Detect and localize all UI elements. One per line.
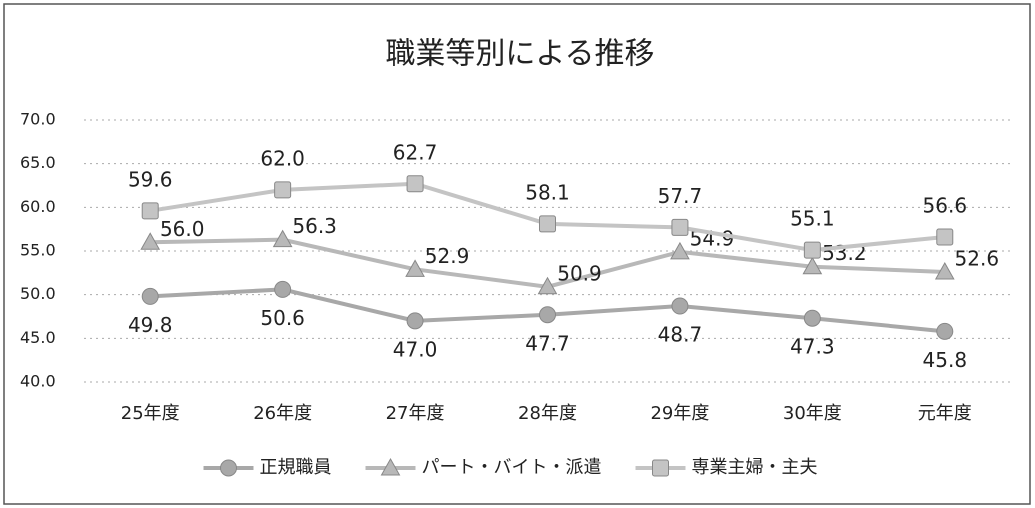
y-tick-label: 70.0	[20, 110, 56, 129]
marker	[934, 261, 955, 280]
chart-title: 職業等別による推移	[385, 37, 654, 72]
marker	[802, 256, 823, 275]
data-label: 59.6	[128, 167, 173, 191]
data-label: 47.0	[393, 337, 438, 361]
legend-marker	[652, 459, 669, 477]
data-label: 47.3	[790, 335, 835, 359]
marker	[803, 309, 821, 327]
marker	[936, 228, 954, 246]
marker	[274, 181, 292, 199]
marker	[140, 232, 161, 250]
marker	[803, 241, 821, 259]
marker	[405, 259, 425, 277]
data-label: 57.7	[658, 184, 703, 208]
y-tick-label: 60.0	[20, 197, 56, 216]
marker	[537, 276, 558, 295]
y-tick-label: 40.0	[20, 372, 56, 391]
data-label: 50.6	[260, 306, 305, 330]
y-tick-label: 50.0	[20, 284, 56, 303]
data-label: 58.1	[525, 180, 570, 204]
data-label: 50.9	[557, 261, 602, 285]
x-tick-label: 29年度	[650, 403, 709, 424]
legend-marker	[220, 459, 237, 477]
data-label: 56.6	[923, 194, 968, 218]
legend-label: パート・バイト・派遣	[422, 457, 602, 478]
x-tick-label: 25年度	[121, 403, 180, 424]
data-label: 49.8	[128, 313, 173, 337]
marker	[406, 175, 424, 193]
y-tick-label: 65.0	[20, 153, 56, 172]
y-tick-label: 55.0	[20, 241, 56, 260]
legend-label: 専業主婦・主夫	[692, 457, 818, 478]
data-label: 56.0	[160, 217, 205, 241]
marker	[936, 322, 954, 340]
marker	[141, 287, 159, 305]
data-label: 56.3	[292, 214, 337, 238]
chart-border	[3, 3, 1031, 505]
marker	[141, 202, 159, 220]
data-label: 52.9	[425, 244, 470, 268]
y-tick-label: 45.0	[20, 328, 56, 347]
marker	[272, 229, 293, 248]
x-tick-label: 元年度	[918, 403, 972, 424]
marker	[274, 280, 292, 298]
data-label: 55.1	[790, 207, 835, 231]
marker	[539, 306, 556, 324]
marker	[670, 241, 690, 260]
x-tick-label: 27年度	[386, 403, 445, 424]
x-tick-label: 26年度	[253, 403, 312, 424]
data-label: 45.8	[923, 348, 968, 372]
x-tick-label: 28年度	[518, 403, 577, 424]
marker	[671, 218, 689, 236]
marker	[539, 215, 556, 233]
marker	[406, 312, 424, 330]
data-label: 62.7	[393, 140, 438, 164]
data-label: 48.7	[658, 323, 703, 347]
legend-label: 正規職員	[260, 457, 332, 478]
data-label: 62.0	[260, 146, 305, 170]
data-label: 47.7	[525, 331, 570, 355]
x-tick-label: 30年度	[783, 403, 842, 424]
data-label: 52.6	[955, 246, 1000, 270]
legend-marker	[380, 457, 401, 476]
marker	[671, 297, 689, 315]
